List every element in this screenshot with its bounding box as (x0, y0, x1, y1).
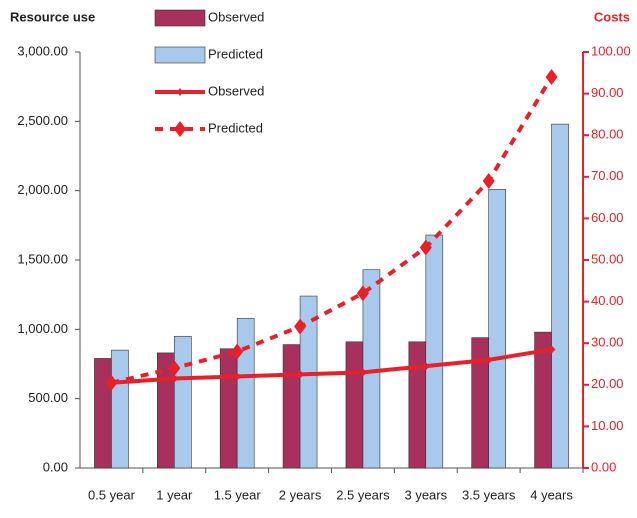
y-tick-label: 2,000.00 (17, 182, 68, 197)
legend-label: Predicted (208, 120, 263, 135)
legend-label: Observed (208, 9, 264, 24)
bar (362, 269, 381, 469)
line-point (545, 68, 558, 85)
x-tick-label: 1.5 year (214, 487, 262, 502)
y2-tick-label: 40.00 (591, 293, 624, 308)
line-point (419, 239, 432, 256)
y2-tick-label: 10.00 (591, 418, 624, 433)
y2-tick-label: 0.00 (591, 459, 616, 474)
legend-swatch (154, 9, 206, 27)
bar (236, 317, 255, 469)
line-point (296, 370, 305, 379)
y2-tick-label: 50.00 (591, 251, 624, 266)
legend-marker (177, 88, 183, 96)
y2-tick-label: 70.00 (591, 168, 624, 183)
line-point (482, 172, 495, 189)
y-tick-label: 0.00 (43, 459, 68, 474)
line-series (111, 347, 552, 385)
x-tick-label: 2.5 years (336, 487, 390, 502)
bar (219, 348, 238, 469)
line-point (358, 368, 367, 377)
bar (408, 341, 427, 469)
legend-label: Observed (208, 83, 264, 98)
line-point (356, 285, 369, 302)
x-tick-label: 1 year (156, 487, 193, 502)
bar (174, 335, 192, 469)
y-tick-label: 500.00 (28, 390, 68, 405)
line-point (421, 362, 430, 371)
bar (111, 349, 129, 469)
y2-tick-label: 20.00 (591, 376, 624, 391)
x-tick-label: 3.5 years (462, 487, 516, 502)
y2-tick-label: 90.00 (591, 85, 624, 100)
bar (282, 344, 301, 469)
bar (345, 341, 364, 469)
y-axis-label: Resource use (10, 9, 95, 24)
line-point (484, 355, 493, 364)
bar (471, 337, 489, 469)
line-point (170, 374, 179, 383)
bar (551, 123, 569, 469)
y2-tick-label: 100.00 (591, 43, 631, 58)
x-tick-label: 4 years (530, 487, 573, 502)
line-point (168, 360, 181, 377)
x-tick-label: 0.5 year (88, 487, 136, 502)
bar (94, 358, 112, 469)
line-point (294, 318, 307, 335)
bar (425, 234, 444, 469)
legend-label: Predicted (208, 46, 263, 61)
legend-marker (174, 121, 186, 137)
x-tick-label: 3 years (404, 487, 447, 502)
bar (299, 295, 318, 469)
legend-swatch (154, 46, 206, 64)
y-tick-label: 3,000.00 (17, 43, 68, 58)
y-tick-label: 1,500.00 (17, 251, 68, 266)
x-tick-label: 2 years (279, 487, 322, 502)
line-series (110, 75, 554, 385)
y2-axis-label: Costs (594, 9, 630, 24)
y2-tick-label: 80.00 (591, 127, 624, 142)
line-point (233, 372, 242, 381)
line-point (547, 345, 556, 354)
y2-tick-label: 60.00 (591, 210, 624, 225)
line-point (231, 343, 244, 360)
y-tick-label: 2,500.00 (17, 113, 68, 128)
y2-tick-label: 30.00 (591, 335, 624, 350)
y-tick-label: 1,000.00 (17, 321, 68, 336)
bar (488, 188, 506, 469)
line-point (105, 374, 118, 391)
